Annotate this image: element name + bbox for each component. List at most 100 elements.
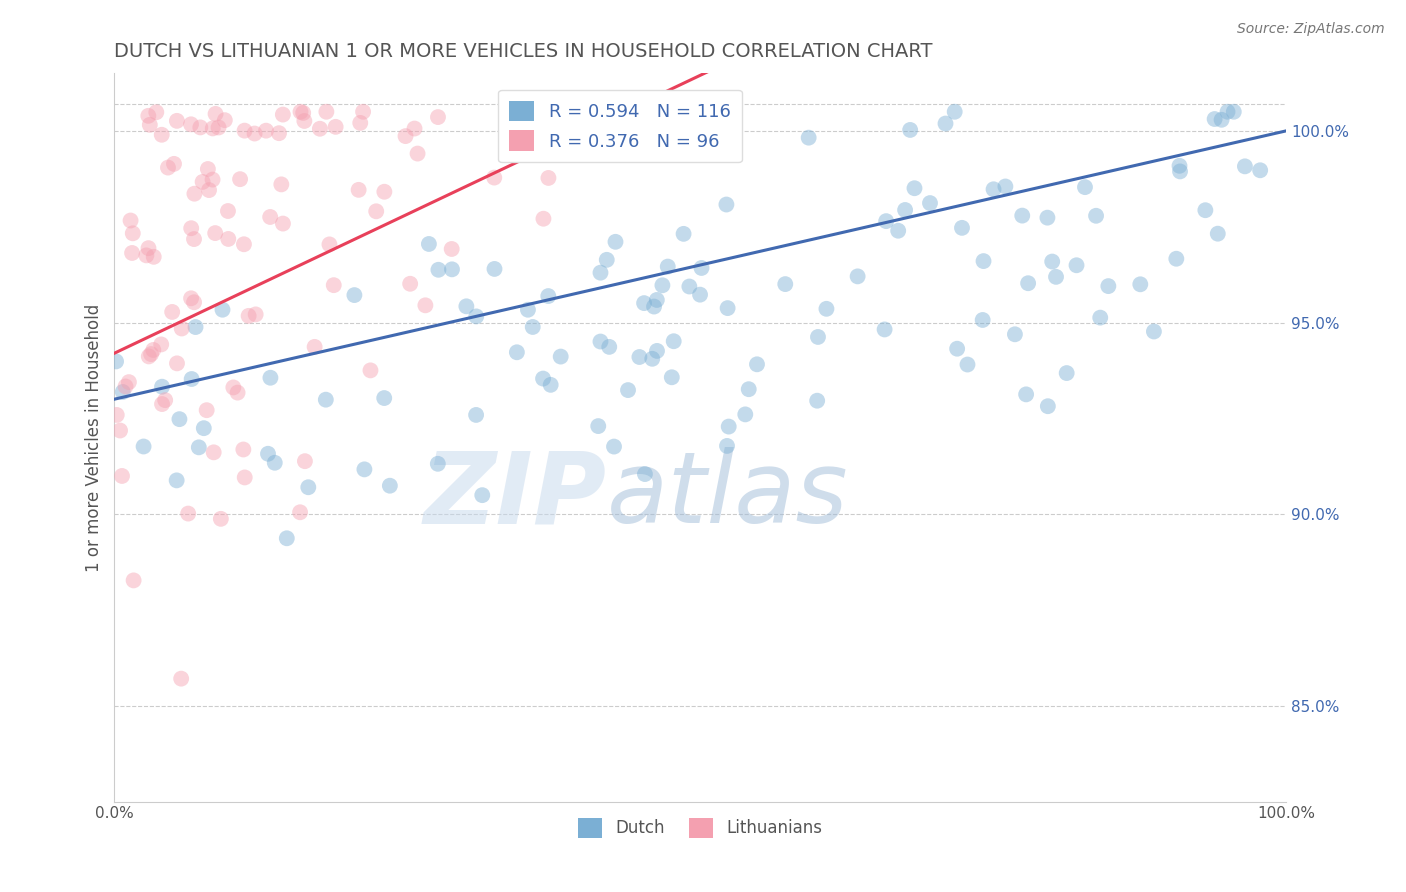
Point [806, 393, 828, 408]
Point [734, 408, 756, 422]
Point [506, 345, 529, 359]
Point [373, 391, 395, 405]
Point [903, 181, 925, 195]
Point [672, 227, 695, 241]
Point [456, 299, 478, 313]
Point [226, 385, 249, 400]
Point [259, 210, 281, 224]
Point [657, 260, 679, 274]
Point [343, 288, 366, 302]
Point [550, 350, 572, 364]
Point [797, 130, 820, 145]
Point [180, 291, 202, 305]
Point [188, 120, 211, 135]
Point [204, 226, 226, 240]
Point [1206, 227, 1229, 241]
Point [139, 347, 162, 361]
Point [1097, 279, 1119, 293]
Point [183, 232, 205, 246]
Point [1168, 159, 1191, 173]
Point [1216, 104, 1239, 119]
Point [1166, 252, 1188, 266]
Point [315, 392, 337, 407]
Point [114, 379, 136, 393]
Point [263, 456, 285, 470]
Point [243, 127, 266, 141]
Point [349, 116, 371, 130]
Point [122, 574, 145, 588]
Point [589, 334, 612, 349]
Point [426, 457, 449, 471]
Point [150, 128, 173, 142]
Point [775, 277, 797, 291]
Point [352, 104, 374, 119]
Point [807, 330, 830, 344]
Point [142, 250, 165, 264]
Point [633, 296, 655, 310]
Point [257, 447, 280, 461]
Point [1129, 277, 1152, 292]
Point [1090, 310, 1112, 325]
Point [267, 126, 290, 140]
Point [142, 343, 165, 357]
Point [427, 110, 450, 124]
Point [195, 403, 218, 417]
Text: atlas: atlas [606, 447, 848, 544]
Point [259, 370, 281, 384]
Point [598, 340, 620, 354]
Text: ZIP: ZIP [423, 447, 606, 544]
Point [846, 269, 869, 284]
Point [271, 107, 294, 121]
Point [138, 241, 160, 255]
Point [484, 170, 506, 185]
Point [972, 313, 994, 327]
Point [440, 262, 463, 277]
Point [294, 454, 316, 468]
Point [645, 343, 668, 358]
Point [166, 113, 188, 128]
Point [233, 237, 256, 252]
Point [1074, 180, 1097, 194]
Point [163, 157, 186, 171]
Point [1223, 104, 1246, 119]
Point [153, 393, 176, 408]
Point [222, 380, 245, 394]
Point [232, 442, 254, 457]
Point [634, 467, 657, 481]
Point [1204, 112, 1226, 126]
Point [605, 235, 627, 249]
Point [1017, 277, 1039, 291]
Point [627, 104, 650, 119]
Point [1211, 112, 1233, 127]
Point [651, 278, 673, 293]
Point [233, 123, 256, 137]
Point [229, 172, 252, 186]
Point [983, 182, 1005, 196]
Point [465, 408, 488, 422]
Point [645, 293, 668, 307]
Point [898, 123, 921, 137]
Point [531, 371, 554, 385]
Point [180, 372, 202, 386]
Point [166, 474, 188, 488]
Point [183, 295, 205, 310]
Point [207, 120, 229, 135]
Point [276, 531, 298, 545]
Point [217, 232, 239, 246]
Point [297, 480, 319, 494]
Point [217, 204, 239, 219]
Point [238, 309, 260, 323]
Point [233, 470, 256, 484]
Point [1040, 254, 1063, 268]
Point [108, 424, 131, 438]
Point [745, 357, 768, 371]
Point [198, 183, 221, 197]
Text: Source: ZipAtlas.com: Source: ZipAtlas.com [1237, 22, 1385, 37]
Point [366, 204, 388, 219]
Point [150, 380, 173, 394]
Point [418, 237, 440, 252]
Point [537, 170, 560, 185]
Point [359, 363, 381, 377]
Point [166, 356, 188, 370]
Point [315, 104, 337, 119]
